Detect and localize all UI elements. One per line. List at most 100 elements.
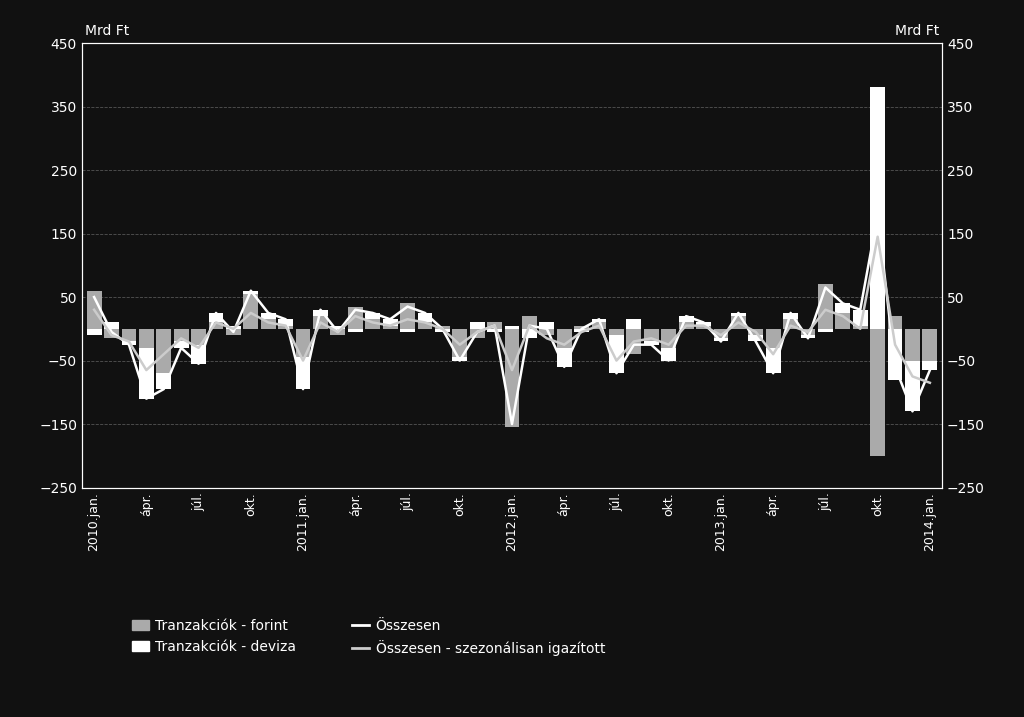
Bar <box>487 329 502 332</box>
Bar <box>574 329 589 332</box>
Bar <box>714 338 728 341</box>
Bar <box>557 348 571 367</box>
Bar <box>453 329 467 357</box>
Bar <box>783 313 798 319</box>
Bar <box>696 323 711 326</box>
Bar <box>139 329 154 348</box>
Bar <box>400 329 415 332</box>
Bar <box>244 294 258 329</box>
Bar <box>122 341 136 345</box>
Bar <box>749 329 763 335</box>
Bar <box>731 313 745 316</box>
Bar <box>749 335 763 341</box>
Bar <box>87 290 101 329</box>
Bar <box>801 335 815 338</box>
Bar <box>435 326 450 329</box>
Bar <box>296 357 310 389</box>
Bar <box>522 329 537 338</box>
Bar <box>731 316 745 329</box>
Bar <box>244 290 258 294</box>
Bar <box>662 348 676 361</box>
Bar <box>540 323 554 329</box>
Bar <box>766 348 780 374</box>
Bar <box>104 329 119 338</box>
Bar <box>923 361 937 370</box>
Bar <box>191 329 206 345</box>
Bar <box>279 319 293 326</box>
Bar <box>714 329 728 338</box>
Bar <box>888 316 902 329</box>
Bar <box>313 316 328 329</box>
Bar <box>696 326 711 329</box>
Bar <box>400 303 415 329</box>
Bar <box>644 329 658 341</box>
Bar <box>487 323 502 329</box>
Bar <box>470 329 484 338</box>
Bar <box>261 319 275 329</box>
Bar <box>174 341 188 348</box>
Text: Mrd Ft: Mrd Ft <box>85 24 129 38</box>
Bar <box>679 323 693 329</box>
Bar <box>574 326 589 329</box>
Bar <box>383 326 397 329</box>
Bar <box>905 329 920 361</box>
Bar <box>836 313 850 329</box>
Bar <box>627 319 641 329</box>
Bar <box>836 303 850 313</box>
Bar <box>540 329 554 335</box>
Bar <box>209 323 223 329</box>
Bar <box>261 313 275 319</box>
Bar <box>226 326 241 329</box>
Bar <box>679 316 693 323</box>
Bar <box>923 329 937 361</box>
Bar <box>505 326 519 329</box>
Bar <box>296 329 310 357</box>
Bar <box>662 329 676 348</box>
Bar <box>888 329 902 379</box>
Bar <box>226 329 241 335</box>
Bar <box>191 345 206 364</box>
Bar <box>766 329 780 348</box>
Bar <box>209 313 223 323</box>
Bar <box>139 348 154 399</box>
Bar <box>157 374 171 389</box>
Text: Mrd Ft: Mrd Ft <box>895 24 939 38</box>
Bar <box>801 329 815 335</box>
Bar <box>609 329 624 335</box>
Bar <box>870 87 885 329</box>
Bar <box>418 313 432 323</box>
Bar <box>470 323 484 329</box>
Bar <box>818 329 833 332</box>
Bar <box>853 326 867 329</box>
Bar <box>818 285 833 329</box>
Bar <box>783 319 798 329</box>
Bar <box>366 319 380 329</box>
Bar <box>435 329 450 332</box>
Bar <box>592 319 606 323</box>
Legend: Tranzakciók - forint, Tranzakciók - deviza, Összesen, Összesen - szezonálisan ig: Tranzakciók - forint, Tranzakciók - devi… <box>132 619 605 656</box>
Bar <box>348 329 362 332</box>
Bar <box>104 323 119 329</box>
Bar <box>122 329 136 341</box>
Bar <box>157 329 171 374</box>
Bar <box>853 310 867 326</box>
Bar <box>313 310 328 316</box>
Bar <box>383 319 397 326</box>
Bar <box>331 329 345 335</box>
Bar <box>905 361 920 412</box>
Bar <box>557 329 571 348</box>
Bar <box>331 326 345 329</box>
Bar <box>348 307 362 329</box>
Bar <box>505 329 519 427</box>
Bar <box>522 316 537 329</box>
Bar <box>453 357 467 361</box>
Bar <box>644 341 658 345</box>
Bar <box>609 335 624 374</box>
Bar <box>366 313 380 319</box>
Bar <box>627 329 641 354</box>
Bar <box>279 326 293 329</box>
Bar <box>592 323 606 329</box>
Bar <box>174 329 188 341</box>
Bar <box>418 323 432 329</box>
Bar <box>870 329 885 456</box>
